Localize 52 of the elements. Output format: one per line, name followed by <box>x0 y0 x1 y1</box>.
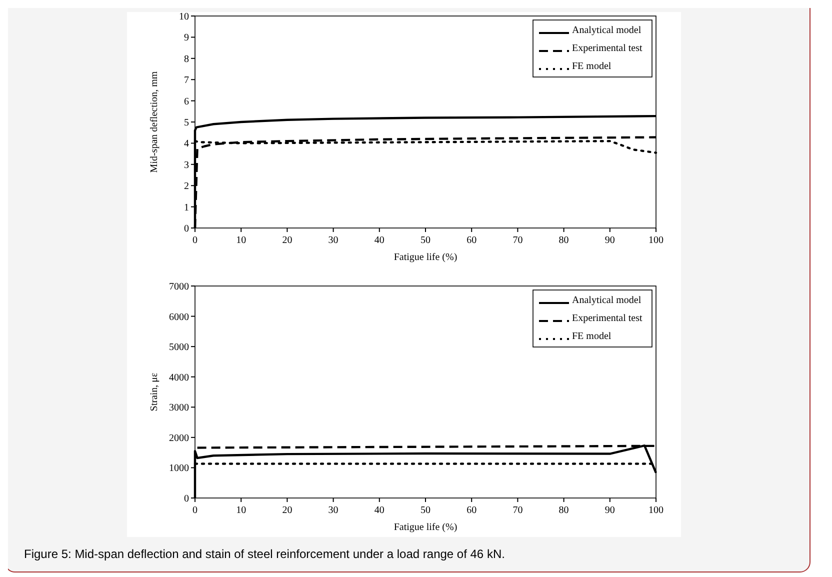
x-tick-label: 70 <box>512 505 523 516</box>
y-tick-label: 6 <box>184 96 189 108</box>
y-tick-label: 2 <box>184 181 189 192</box>
x-tick-label: 50 <box>420 505 430 516</box>
x-axis-title: Fatigue life (%) <box>394 522 458 533</box>
y-tick-label: 4 <box>184 138 189 150</box>
legend-label: Experimental test <box>572 43 642 54</box>
x-axis-title: Fatigue life (%) <box>394 252 458 263</box>
y-tick-label: 1000 <box>169 463 189 474</box>
x-tick-label: 0 <box>192 235 198 246</box>
y-axis-title: Mid-span deflection, mm <box>149 71 160 173</box>
x-tick-label: 0 <box>192 505 198 516</box>
legend-label: FE model <box>572 331 612 342</box>
legend-label: Analytical model <box>572 25 642 36</box>
x-tick-label: 40 <box>374 505 384 516</box>
y-tick-label: 3000 <box>169 402 189 414</box>
y-tick-label: 6000 <box>169 312 189 323</box>
x-tick-label: 70 <box>512 235 523 246</box>
x-tick-label: 90 <box>604 505 615 516</box>
legend-label: Experimental test <box>572 313 642 324</box>
x-tick-label: 60 <box>466 505 477 516</box>
y-tick-label: 5000 <box>169 342 189 354</box>
y-tick-label: 0 <box>184 224 189 234</box>
x-tick-label: 40 <box>374 235 384 246</box>
y-tick-label: 5 <box>184 118 189 128</box>
y-tick-label: 8 <box>184 54 189 65</box>
x-tick-label: 100 <box>648 235 664 246</box>
x-tick-label: 60 <box>466 235 477 246</box>
y-tick-label: 0 <box>184 494 189 504</box>
x-tick-label: 10 <box>236 235 246 246</box>
x-tick-label: 80 <box>558 505 569 516</box>
x-tick-label: 90 <box>604 235 615 246</box>
caption: Figure 5: Mid-span deflection and stain of steel reinforcement under a load range of 46 kN. <box>24 547 505 561</box>
x-tick-label: 20 <box>282 235 292 246</box>
y-tick-label: 7000 <box>169 282 189 292</box>
y-tick-label: 1 <box>184 202 189 214</box>
y-tick-label: 7 <box>184 75 189 86</box>
x-tick-label: 50 <box>420 235 430 246</box>
y-tick-label: 10 <box>179 12 189 22</box>
legend-label: FE model <box>572 61 612 72</box>
x-tick-label: 20 <box>282 505 292 516</box>
x-tick-label: 100 <box>648 505 664 516</box>
y-tick-label: 9 <box>184 32 189 44</box>
legend-label: Analytical model <box>572 295 642 306</box>
y-tick-label: 3 <box>184 160 189 171</box>
x-tick-label: 10 <box>236 505 246 516</box>
y-axis-title: Strain, με <box>149 372 160 412</box>
x-tick-label: 30 <box>328 505 338 516</box>
y-tick-label: 2000 <box>169 432 189 444</box>
x-tick-label: 30 <box>328 235 338 246</box>
y-tick-label: 4000 <box>169 372 189 384</box>
x-tick-label: 80 <box>558 235 569 246</box>
